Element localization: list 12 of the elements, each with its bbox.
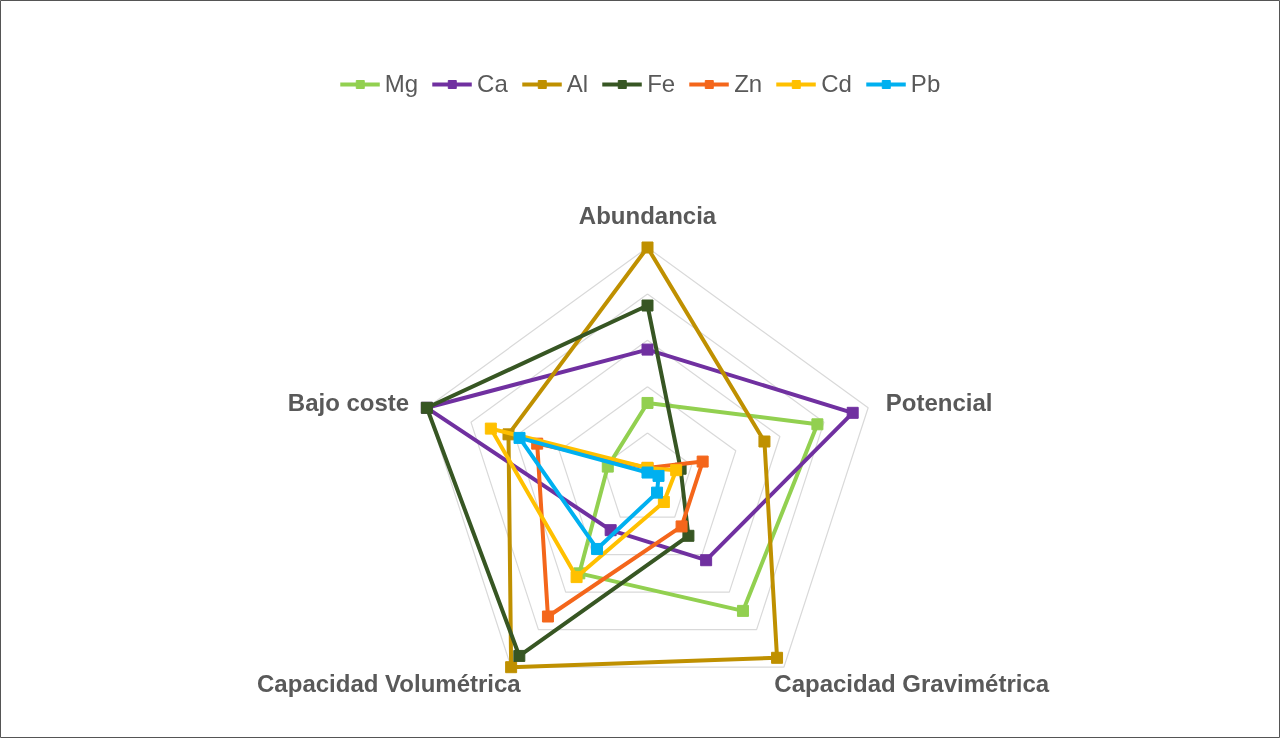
spoke-label: Capacidad Volumétrica bbox=[257, 669, 522, 697]
spoke-label: Potencial bbox=[885, 388, 993, 416]
legend-label: Mg bbox=[384, 70, 419, 98]
legend-label: Pb bbox=[910, 70, 941, 98]
spoke-label: Bajo coste bbox=[287, 388, 410, 416]
spoke-label: Abundancia bbox=[578, 201, 717, 229]
legend-label: Ca bbox=[477, 70, 508, 98]
legend-label: Fe bbox=[647, 70, 676, 98]
legend-label: Zn bbox=[734, 70, 763, 98]
legend-label: Al bbox=[566, 70, 589, 98]
spoke-label: Capacidad Gravimétrica bbox=[774, 669, 1050, 697]
legend-label: Cd bbox=[821, 70, 852, 98]
